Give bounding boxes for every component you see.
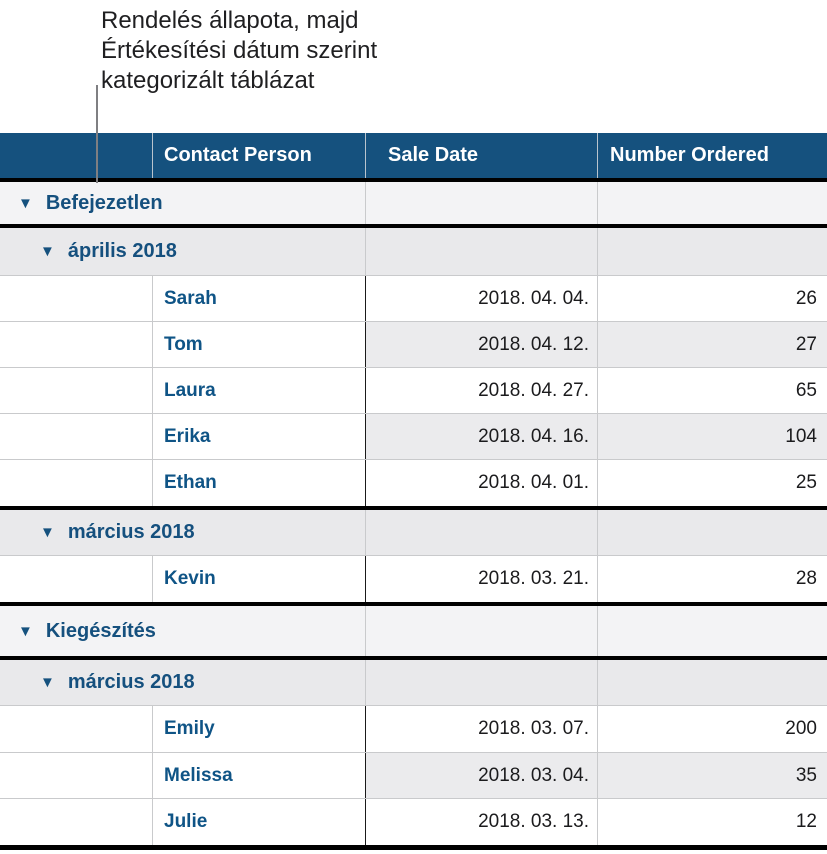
category-label: Befejezetlen (45, 191, 163, 214)
categorized-table: Contact Person Sale Date Number Ordered … (0, 133, 827, 850)
header-cell-empty[interactable] (0, 133, 152, 178)
table-row: Kevin 2018. 03. 21. 28 (0, 556, 827, 602)
table-row: Tom 2018. 04. 12. 27 (0, 322, 827, 368)
cell-contact-person[interactable]: Laura (152, 368, 365, 413)
cell-contact-person[interactable]: Julie (152, 799, 365, 845)
cell-sale-date[interactable]: 2018. 04. 16. (365, 414, 597, 459)
cell-empty[interactable] (597, 510, 827, 555)
cell-contact-person[interactable]: Kevin (152, 556, 365, 602)
disclosure-triangle-icon[interactable]: ▼ (40, 243, 55, 260)
cell-empty[interactable] (597, 660, 827, 705)
cell-number-ordered[interactable]: 104 (597, 414, 827, 459)
callout-pointer-line (96, 85, 98, 183)
cell-contact-person[interactable]: Erika (152, 414, 365, 459)
subcategory-label-cell[interactable]: ▼ április 2018 (0, 228, 365, 275)
cell-empty[interactable] (0, 556, 152, 602)
group-divider (0, 178, 827, 182)
cell-number-ordered[interactable]: 28 (597, 556, 827, 602)
table-row: Ethan 2018. 04. 01. 25 (0, 460, 827, 506)
subcategory-label-cell[interactable]: ▼ március 2018 (0, 660, 365, 705)
header-cell-number-ordered[interactable]: Number Ordered (597, 133, 827, 178)
group-divider (0, 602, 827, 606)
table-row: Laura 2018. 04. 27. 65 (0, 368, 827, 414)
cell-number-ordered[interactable]: 65 (597, 368, 827, 413)
subcategory-label: március 2018 (67, 521, 195, 543)
cell-number-ordered[interactable]: 35 (597, 753, 827, 798)
cell-empty[interactable] (0, 706, 152, 752)
cell-contact-person[interactable]: Sarah (152, 276, 365, 321)
table-row: Emily 2018. 03. 07. 200 (0, 706, 827, 753)
table-row: Sarah 2018. 04. 04. 26 (0, 276, 827, 322)
header-cell-sale-date[interactable]: Sale Date (365, 133, 597, 178)
cell-sale-date[interactable]: 2018. 03. 07. (365, 706, 597, 752)
cell-empty[interactable] (0, 799, 152, 845)
cell-sale-date[interactable]: 2018. 04. 01. (365, 460, 597, 506)
category-label-cell[interactable]: ▼ Kiegészítés (0, 606, 365, 656)
subcategory-label-cell[interactable]: ▼ március 2018 (0, 510, 365, 555)
disclosure-triangle-icon[interactable]: ▼ (40, 674, 55, 691)
cell-contact-person[interactable]: Melissa (152, 753, 365, 798)
cell-sale-date[interactable]: 2018. 03. 04. (365, 753, 597, 798)
annotation-callout: Rendelés állapota, majd Értékesítési dát… (101, 6, 377, 96)
cell-contact-person[interactable]: Tom (152, 322, 365, 367)
cell-number-ordered[interactable]: 25 (597, 460, 827, 506)
subcategory-row-aprilis-2018[interactable]: ▼ április 2018 (0, 228, 827, 276)
cell-empty[interactable] (0, 414, 152, 459)
table-header-row: Contact Person Sale Date Number Ordered (0, 133, 827, 178)
cell-sale-date[interactable]: 2018. 03. 21. (365, 556, 597, 602)
subcategory-row-marcius-2018[interactable]: ▼ március 2018 (0, 660, 827, 706)
cell-sale-date[interactable]: 2018. 03. 13. (365, 799, 597, 845)
category-row-kiegeszites[interactable]: ▼ Kiegészítés (0, 606, 827, 656)
cell-empty[interactable] (597, 606, 827, 656)
table-bottom-border (0, 845, 827, 850)
category-row-befejezetlen[interactable]: ▼ Befejezetlen (0, 182, 827, 224)
cell-contact-person[interactable]: Emily (152, 706, 365, 752)
table-row: Erika 2018. 04. 16. 104 (0, 414, 827, 460)
subcategory-label: április 2018 (67, 240, 177, 262)
cell-number-ordered[interactable]: 12 (597, 799, 827, 845)
cell-number-ordered[interactable]: 26 (597, 276, 827, 321)
cell-empty[interactable] (0, 368, 152, 413)
subcategory-label: március 2018 (67, 671, 195, 693)
disclosure-triangle-icon[interactable]: ▼ (18, 194, 33, 212)
annotation-line-2: Értékesítési dátum szerint (101, 37, 378, 64)
disclosure-triangle-icon[interactable]: ▼ (18, 622, 33, 640)
cell-sale-date[interactable]: 2018. 04. 04. (365, 276, 597, 321)
cell-empty[interactable] (0, 460, 152, 506)
cell-empty[interactable] (597, 228, 827, 275)
annotation-line-1: Rendelés állapota, majd (101, 7, 359, 34)
cell-empty[interactable] (365, 228, 597, 275)
subcategory-row-marcius-2018[interactable]: ▼ március 2018 (0, 510, 827, 556)
cell-number-ordered[interactable]: 200 (597, 706, 827, 752)
header-cell-contact-person[interactable]: Contact Person (152, 133, 365, 178)
table-row: Julie 2018. 03. 13. 12 (0, 799, 827, 845)
cell-empty[interactable] (365, 660, 597, 705)
cell-number-ordered[interactable]: 27 (597, 322, 827, 367)
disclosure-triangle-icon[interactable]: ▼ (40, 524, 55, 541)
cell-empty[interactable] (365, 510, 597, 555)
cell-empty[interactable] (0, 753, 152, 798)
category-label: Kiegészítés (45, 619, 156, 642)
cell-empty[interactable] (0, 322, 152, 367)
cell-sale-date[interactable]: 2018. 04. 27. (365, 368, 597, 413)
cell-empty[interactable] (365, 182, 597, 224)
cell-empty[interactable] (365, 606, 597, 656)
category-label-cell[interactable]: ▼ Befejezetlen (0, 182, 365, 224)
annotation-line-3: kategorizált táblázat (101, 67, 315, 94)
group-divider (0, 506, 827, 510)
cell-empty[interactable] (0, 276, 152, 321)
cell-contact-person[interactable]: Ethan (152, 460, 365, 506)
table-row: Melissa 2018. 03. 04. 35 (0, 753, 827, 799)
cell-empty[interactable] (597, 182, 827, 224)
group-divider (0, 224, 827, 228)
cell-sale-date[interactable]: 2018. 04. 12. (365, 322, 597, 367)
group-divider (0, 656, 827, 660)
